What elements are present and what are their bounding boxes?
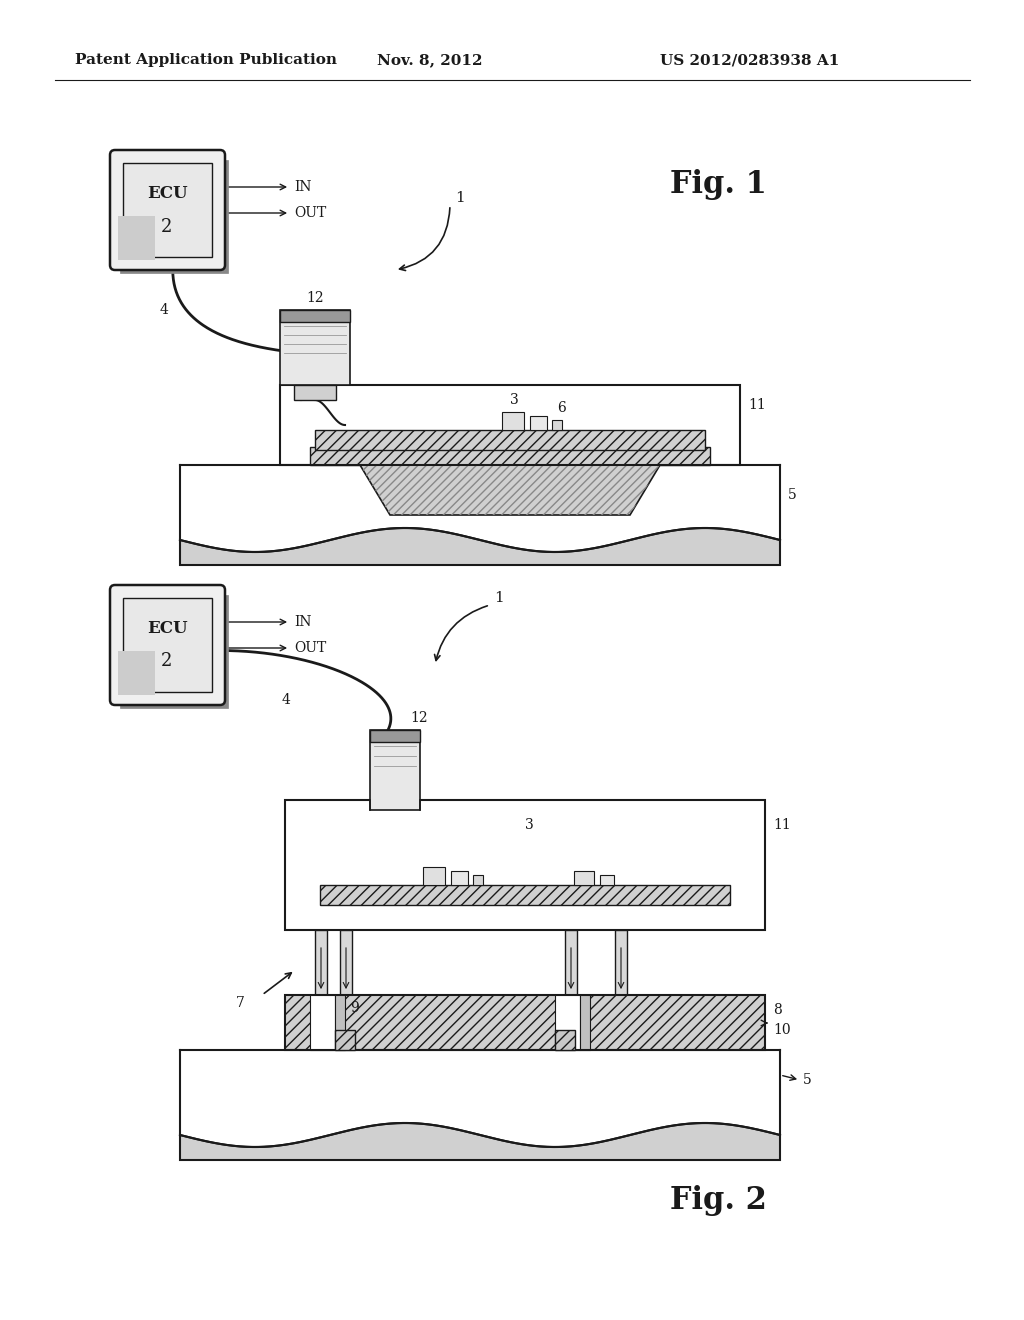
Text: 3: 3 (525, 818, 534, 832)
Bar (502, 412, 524, 430)
Bar (530, 416, 547, 430)
Text: Fig. 1: Fig. 1 (670, 169, 767, 201)
Text: 10: 10 (773, 1023, 791, 1038)
Text: 2: 2 (162, 652, 173, 671)
Text: OUT: OUT (294, 206, 327, 220)
Bar (370, 730, 420, 810)
Bar (580, 995, 590, 1049)
Bar (340, 931, 352, 995)
Text: Nov. 8, 2012: Nov. 8, 2012 (377, 53, 482, 67)
Bar (555, 1030, 575, 1049)
Text: 2: 2 (162, 218, 173, 235)
Bar (315, 430, 705, 450)
Bar (335, 1030, 355, 1049)
Text: 5: 5 (788, 488, 797, 502)
Bar (285, 995, 765, 1049)
Bar (555, 995, 580, 1049)
Text: 1: 1 (455, 191, 465, 205)
Bar (118, 651, 155, 694)
Bar (451, 871, 468, 884)
Bar (123, 598, 212, 692)
Text: ECU: ECU (146, 185, 187, 202)
Text: 11: 11 (748, 399, 766, 412)
Text: 12: 12 (410, 711, 428, 725)
Text: 11: 11 (773, 818, 791, 832)
Text: 12: 12 (306, 290, 324, 305)
Text: Fig. 2: Fig. 2 (670, 1184, 767, 1216)
Polygon shape (360, 465, 660, 515)
Text: 4: 4 (282, 693, 291, 708)
Bar (310, 995, 335, 1049)
Text: 5: 5 (803, 1073, 812, 1086)
Bar (615, 931, 627, 995)
FancyBboxPatch shape (110, 150, 225, 271)
Text: Patent Application Publication: Patent Application Publication (75, 53, 337, 67)
Text: 7: 7 (237, 997, 245, 1010)
Text: 6: 6 (557, 401, 566, 414)
Bar (280, 385, 740, 465)
Bar (118, 215, 155, 260)
Text: IN: IN (294, 180, 311, 194)
Text: US 2012/0283938 A1: US 2012/0283938 A1 (660, 53, 840, 67)
Text: OUT: OUT (294, 642, 327, 655)
Bar (552, 420, 562, 430)
Bar (120, 160, 228, 273)
Bar (280, 310, 350, 322)
Polygon shape (180, 1123, 780, 1160)
Text: 9: 9 (350, 1001, 358, 1015)
Bar (294, 385, 336, 400)
Text: IN: IN (294, 615, 311, 630)
Polygon shape (180, 528, 780, 565)
Bar (120, 595, 228, 708)
Bar (335, 995, 345, 1049)
Bar (574, 871, 594, 884)
Text: 4: 4 (160, 304, 169, 317)
Text: 3: 3 (510, 393, 519, 407)
Bar (370, 730, 420, 742)
Bar (472, 875, 482, 884)
Bar (565, 931, 577, 995)
Bar (310, 447, 710, 465)
Bar (315, 931, 327, 995)
Text: 1: 1 (494, 591, 504, 605)
Bar (319, 884, 730, 906)
Bar (423, 867, 444, 884)
Text: ECU: ECU (146, 620, 187, 638)
Bar (285, 800, 765, 931)
Bar (600, 875, 614, 884)
Text: 8: 8 (773, 1003, 781, 1016)
FancyBboxPatch shape (110, 585, 225, 705)
Bar (123, 162, 212, 257)
Bar (280, 310, 350, 385)
